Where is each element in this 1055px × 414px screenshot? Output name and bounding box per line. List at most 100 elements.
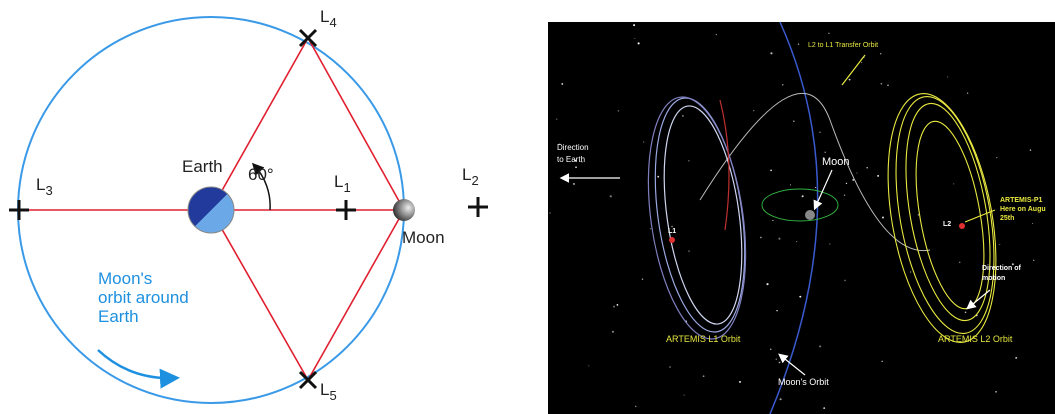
moon-orbit-label: Moon's Orbit xyxy=(778,377,829,387)
star xyxy=(556,118,558,120)
l3-label: L3 xyxy=(36,175,53,198)
star xyxy=(1011,263,1014,266)
transfer-label: L2 to L1 Transfer Orbit xyxy=(808,42,878,49)
l4-label: L4 xyxy=(320,7,337,30)
star xyxy=(671,225,673,228)
star xyxy=(739,380,741,383)
star xyxy=(561,83,564,85)
star xyxy=(688,250,690,252)
star xyxy=(769,348,772,351)
direction-motion: Direction of motion xyxy=(982,265,1022,282)
star xyxy=(966,92,969,94)
star xyxy=(1029,149,1032,151)
star xyxy=(995,391,997,393)
star xyxy=(947,76,949,78)
star xyxy=(848,78,851,81)
star xyxy=(819,131,821,133)
star xyxy=(776,309,778,312)
earth xyxy=(187,186,235,234)
star xyxy=(856,172,858,174)
l1-label: L1 xyxy=(334,172,351,195)
star xyxy=(575,166,577,168)
l1-orbit-label: ARTEMIS L1 Orbit xyxy=(666,334,741,344)
star xyxy=(775,358,778,360)
star xyxy=(1032,223,1034,225)
star xyxy=(844,279,846,282)
star xyxy=(881,360,883,363)
star xyxy=(574,159,577,162)
star xyxy=(633,24,636,27)
orbit-arrow xyxy=(97,349,180,389)
angle-label: 60° xyxy=(248,165,274,184)
star xyxy=(549,212,551,214)
l1-label-right: L1 xyxy=(668,228,676,235)
star xyxy=(770,52,773,55)
l2-label-right: L2 xyxy=(943,221,951,228)
earth-label: Earth xyxy=(182,157,223,176)
l5-label: L5 xyxy=(320,380,337,403)
space-background xyxy=(548,22,1055,414)
artemis-note: ARTEMIS-P1 Here on Augu 25th xyxy=(1000,197,1046,222)
l1-orbits xyxy=(647,96,747,340)
star xyxy=(779,398,782,401)
star xyxy=(634,37,636,40)
star xyxy=(819,345,822,348)
direction-earth: Direction to Earth xyxy=(557,143,589,164)
artemis-image: L2 to L1 Transfer Orbit Direction to Eart… xyxy=(548,21,1055,414)
l2-label: L2 xyxy=(462,165,479,188)
star xyxy=(612,305,616,308)
star xyxy=(815,186,817,189)
star xyxy=(909,271,912,273)
star xyxy=(781,83,784,86)
star xyxy=(581,161,583,163)
star xyxy=(770,169,772,172)
l1-dot xyxy=(669,237,675,243)
star xyxy=(643,141,645,143)
star xyxy=(877,174,880,177)
star xyxy=(799,295,802,298)
star xyxy=(766,283,769,286)
star xyxy=(715,34,717,36)
star xyxy=(866,167,868,169)
transfer-orbit xyxy=(699,92,931,252)
l2-orbits xyxy=(887,93,997,343)
star xyxy=(797,43,800,45)
star xyxy=(778,237,781,240)
l2-orbit-label: ARTEMIS L2 Orbit xyxy=(938,334,1013,344)
star xyxy=(588,365,590,367)
moon-label-right: Moon xyxy=(822,156,850,168)
star xyxy=(793,120,795,122)
star xyxy=(558,143,561,146)
star xyxy=(852,178,855,181)
star xyxy=(649,228,652,230)
star xyxy=(887,84,889,87)
star xyxy=(617,110,620,112)
lagrange-diagram: L1 L2 L3 L4 L5 Earth Moon 60° Moon's orbi… xyxy=(9,7,488,404)
angle-arc xyxy=(251,162,271,211)
star xyxy=(861,62,863,64)
star xyxy=(823,407,826,409)
star xyxy=(796,241,798,243)
star xyxy=(611,330,614,333)
star xyxy=(641,278,644,280)
star xyxy=(657,175,660,178)
star xyxy=(683,394,685,396)
star xyxy=(845,182,848,185)
star xyxy=(917,214,920,216)
star xyxy=(669,366,671,368)
star xyxy=(681,114,684,117)
moon-label: Moon xyxy=(402,228,445,247)
moon xyxy=(393,199,415,221)
orbit-caption: Moon's orbit around Earth xyxy=(98,269,189,326)
moon-dot xyxy=(805,210,815,220)
arrows xyxy=(559,54,996,376)
star xyxy=(778,361,781,364)
star xyxy=(880,82,883,85)
star xyxy=(609,195,612,198)
star xyxy=(759,236,762,239)
star xyxy=(828,32,830,35)
star xyxy=(999,243,1001,246)
star xyxy=(953,183,955,185)
star xyxy=(688,160,690,162)
